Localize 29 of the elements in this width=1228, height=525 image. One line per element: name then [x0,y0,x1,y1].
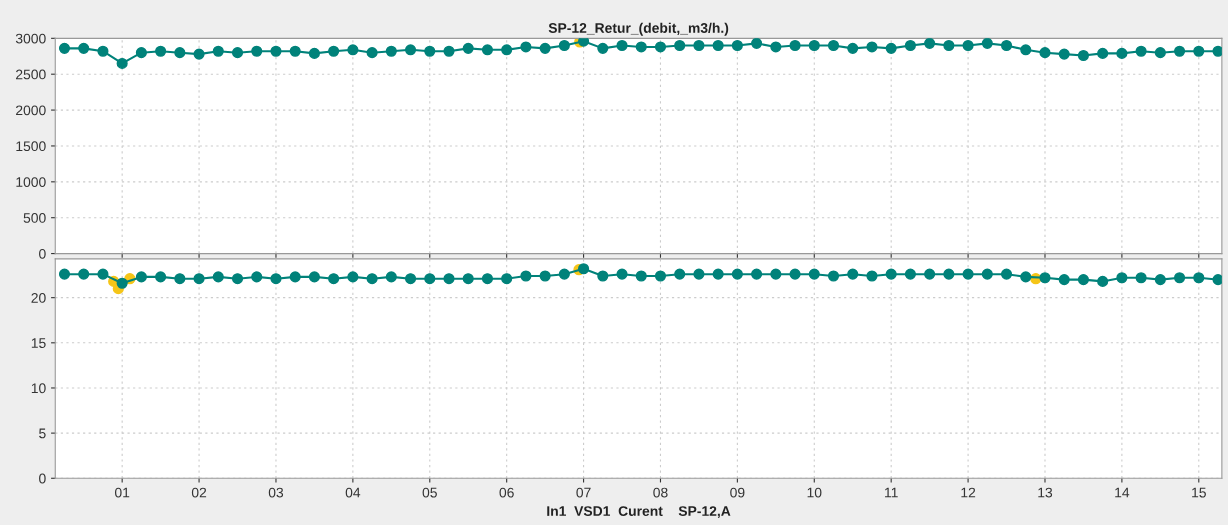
y-tick-label: 1500 [16,141,46,152]
x-tick-label: 06 [499,487,514,498]
y-tick-label: 2500 [16,69,46,80]
y-tick-label: 10 [31,383,46,394]
x-tick-label: 12 [961,487,976,498]
y-tick-label: 2000 [16,105,46,116]
x-tick-label: 01 [114,487,130,498]
x-tick-label: 13 [1038,487,1053,498]
y-tick-label: 15 [31,338,46,348]
y-tick-label: 500 [23,213,46,223]
x-tick-label: 07 [576,487,591,498]
x-tick-label: 14 [1115,487,1130,498]
y-tick-label: 1000 [16,177,46,187]
y-tick-label: 0 [39,473,46,484]
y-tick-label: 5 [39,428,46,439]
x-tick-label: 04 [345,487,361,498]
y-tick-label: 3000 [15,33,46,44]
y-tick-label: 20 [31,292,46,303]
chart-title: SP-12_Retur_(debit,_m3/h.) [548,22,729,36]
x-tick-label: 05 [422,487,437,498]
x-tick-label: 10 [807,487,822,498]
x-tick-label: 09 [730,487,745,498]
x-tick-label: 08 [653,487,668,498]
y-tick-label: 0 [39,248,46,259]
x-tick-label: 02 [191,487,207,498]
x-tick-label: 11 [885,487,898,498]
x-tick-label: 03 [268,487,284,498]
x-axis-title: In1 VSD1 Curent SP-12,A [547,506,731,519]
x-tick-label: 15 [1192,487,1206,498]
